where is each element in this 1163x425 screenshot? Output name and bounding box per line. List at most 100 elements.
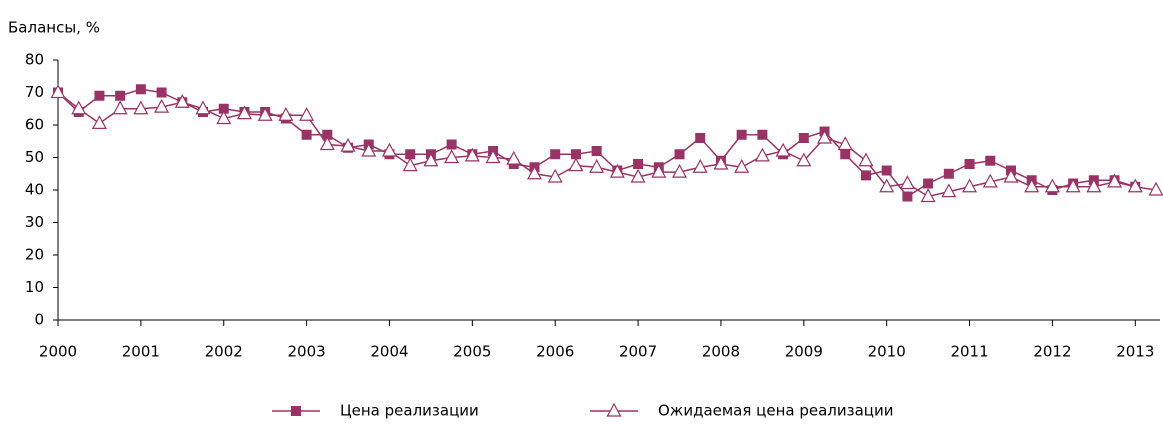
- marker-triangle: [50, 84, 66, 99]
- marker-triangle: [340, 137, 356, 152]
- y-tick-label: 40: [25, 181, 44, 199]
- marker-triangle: [112, 100, 128, 115]
- marker-triangle: [526, 165, 542, 180]
- marker-triangle: [506, 150, 522, 165]
- marker-square: [322, 129, 333, 140]
- marker-triangle: [174, 93, 190, 108]
- marker-triangle: [299, 106, 315, 121]
- marker-square: [840, 149, 851, 160]
- marker-triangle: [1065, 178, 1081, 193]
- x-tick-label: 2002: [205, 343, 243, 361]
- x-tick-label: 2003: [288, 343, 326, 361]
- marker-square: [736, 129, 747, 140]
- marker-square: [94, 90, 105, 101]
- x-tick-label: 2001: [122, 343, 160, 361]
- marker-square: [591, 146, 602, 156]
- marker-triangle: [278, 106, 294, 121]
- marker-triangle: [1148, 181, 1163, 196]
- x-tick-label: 2000: [39, 343, 77, 361]
- marker-triangle: [1107, 173, 1123, 188]
- marker-square: [156, 87, 167, 98]
- marker-triangle: [257, 106, 273, 121]
- marker-triangle: [464, 147, 480, 162]
- marker-square: [570, 149, 581, 160]
- marker-triangle: [858, 152, 874, 167]
- marker-triangle: [920, 188, 936, 203]
- marker-square: [881, 165, 892, 176]
- y-axis-label: Балансы, %: [8, 19, 100, 37]
- marker-triangle: [941, 183, 957, 198]
- marker-square: [115, 90, 126, 101]
- marker-triangle: [423, 152, 439, 167]
- legend-label: Ожидаемая цена реализации: [658, 402, 894, 420]
- marker-triangle: [381, 142, 397, 157]
- marker-square: [943, 168, 954, 179]
- marker-triangle: [754, 147, 770, 162]
- marker-triangle: [775, 142, 791, 157]
- y-tick-label: 10: [25, 278, 44, 296]
- marker-triangle: [962, 178, 978, 193]
- marker-triangle: [71, 100, 87, 115]
- marker-triangle: [1003, 168, 1019, 183]
- marker-triangle: [606, 402, 622, 417]
- x-tick-label: 2004: [370, 343, 408, 361]
- marker-triangle: [444, 149, 460, 164]
- marker-triangle: [216, 110, 232, 125]
- legend-label: Цена реализации: [340, 402, 479, 420]
- marker-square: [405, 149, 416, 160]
- marker-triangle: [796, 152, 812, 167]
- marker-triangle: [609, 163, 625, 178]
- marker-triangle: [1044, 178, 1060, 193]
- marker-triangle: [154, 98, 170, 113]
- marker-square: [798, 133, 809, 143]
- marker-square: [923, 178, 934, 189]
- x-tick-label: 2012: [1033, 343, 1071, 361]
- marker-triangle: [630, 168, 646, 183]
- marker-triangle: [651, 163, 667, 178]
- marker-triangle: [817, 129, 833, 144]
- marker-triangle: [402, 157, 418, 172]
- x-tick-label: 2005: [453, 343, 491, 361]
- x-tick-label: 2006: [536, 343, 574, 361]
- marker-triangle: [1024, 178, 1040, 193]
- marker-triangle: [1127, 178, 1143, 193]
- y-tick-label: 50: [25, 148, 44, 166]
- marker-triangle: [713, 155, 729, 170]
- y-tick-label: 60: [25, 116, 44, 134]
- marker-square: [550, 149, 561, 160]
- x-tick-label: 2011: [950, 343, 988, 361]
- marker-triangle: [195, 100, 211, 115]
- marker-square: [695, 133, 706, 143]
- marker-square: [964, 159, 975, 169]
- marker-triangle: [1086, 178, 1102, 193]
- marker-triangle: [672, 163, 688, 178]
- marker-square: [674, 149, 685, 160]
- marker-square: [757, 129, 768, 140]
- y-tick-label: 30: [25, 213, 44, 231]
- x-tick-label: 2009: [785, 343, 823, 361]
- marker-triangle: [236, 105, 252, 120]
- marker-square: [301, 129, 312, 140]
- marker-square: [860, 170, 871, 181]
- marker-triangle: [485, 149, 501, 164]
- marker-triangle: [589, 158, 605, 173]
- y-tick-label: 0: [34, 311, 44, 329]
- y-tick-label: 80: [25, 51, 44, 69]
- marker-triangle: [91, 115, 107, 129]
- y-tick-label: 70: [25, 83, 44, 101]
- marker-triangle: [319, 136, 335, 151]
- marker-triangle: [692, 158, 708, 173]
- marker-square: [135, 84, 146, 95]
- marker-triangle: [133, 100, 149, 115]
- x-tick-label: 2010: [868, 343, 906, 361]
- marker-triangle: [547, 168, 563, 183]
- marker-triangle: [361, 142, 377, 157]
- marker-triangle: [568, 157, 584, 172]
- marker-triangle: [899, 175, 915, 190]
- marker-triangle: [982, 173, 998, 188]
- marker-square: [985, 155, 996, 166]
- marker-triangle: [879, 178, 895, 193]
- x-tick-label: 2013: [1116, 343, 1154, 361]
- marker-square: [902, 191, 913, 202]
